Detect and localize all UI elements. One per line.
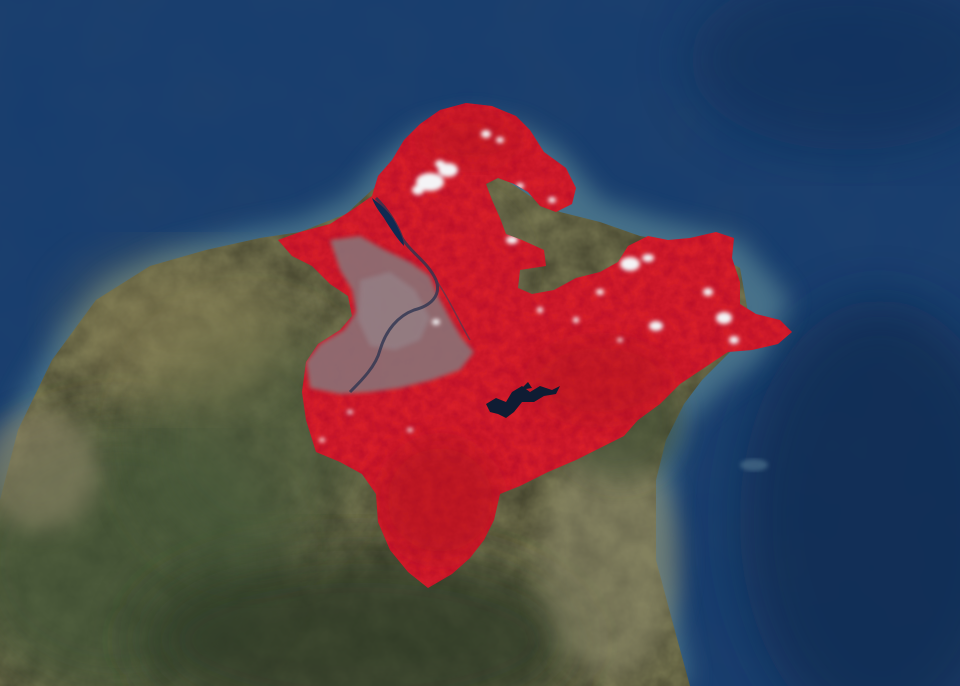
reservoir <box>486 386 560 418</box>
sea-island <box>740 459 768 471</box>
forest-south <box>140 550 580 686</box>
plain-southeast <box>540 440 680 680</box>
deep-sea-northeast <box>690 0 960 150</box>
estuary <box>372 198 404 246</box>
clouds <box>319 130 739 442</box>
urban-west <box>0 410 100 530</box>
deep-sea-east <box>740 300 960 686</box>
plain-northwest <box>70 260 290 400</box>
